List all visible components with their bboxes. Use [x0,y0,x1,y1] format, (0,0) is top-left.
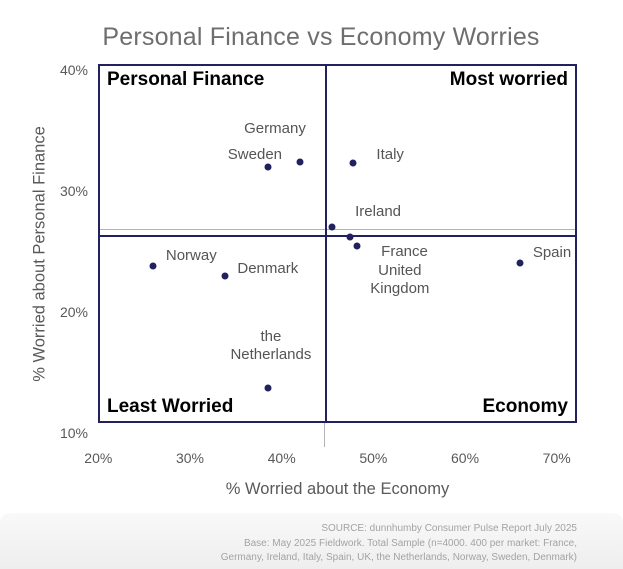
data-point [346,233,353,241]
quadrant-label-top-right: Most worried [449,69,568,90]
chart-title: Personal Finance vs Economy Worries [102,23,540,51]
data-point-label: Denmark [237,259,299,277]
y-tick-label: 10% [59,425,88,442]
footer-band [0,513,623,569]
data-point [328,223,336,231]
source-note-line: Base: May 2025 Fieldwork. Total Sample (… [243,537,577,549]
data-point [353,242,361,250]
data-point-label: United Kingdom [370,261,430,297]
plot-area: Personal Finance Most worried Least Worr… [98,64,577,423]
data-point-label: Norway [165,247,217,265]
x-tick-label: 30% [175,450,204,466]
x-tick-label: 20% [84,450,113,466]
data-point-label: Ireland [355,203,402,221]
y-tick-label: 40% [59,62,88,78]
data-point [296,158,304,166]
x-tick-label: 50% [359,450,388,466]
gray-vertical-reference-line [324,423,326,447]
data-point [221,272,229,280]
quadrant-label-bottom-left: Least Worried [107,396,234,417]
data-point-label: the Netherlands [230,328,312,364]
data-point [264,163,272,171]
quadrant-label-top-left: Personal Finance [107,69,265,90]
x-tick-label: 60% [451,450,480,466]
data-point [516,259,524,267]
data-point-label: France [381,243,428,261]
quadrant-label-bottom-right: Economy [482,396,568,417]
x-tick-label: 70% [542,450,571,466]
data-point-label: Italy [376,146,404,164]
x-axis-title: % Worried about the Economy [225,480,450,498]
source-note-line: Germany, Ireland, Italy, Spain, UK, the … [220,552,577,564]
source-note-line: SOURCE: dunnhumby Consumer Pulse Report … [321,523,577,534]
quadrant-divider-vertical [324,64,327,423]
source-note: SOURCE: dunnhumby Consumer Pulse Report … [221,522,577,566]
y-tick-label: 20% [59,304,88,321]
data-point [149,262,157,270]
x-tick-label: 40% [267,450,296,466]
gray-horizontal-reference-line [100,229,575,231]
quadrant-divider-horizontal [98,234,577,237]
data-point-label: Germany [244,120,306,138]
data-point [349,159,357,167]
data-point [264,384,272,392]
y-axis-title: % Worried about Personal Finance [30,126,49,382]
data-point-label: Spain [532,243,572,261]
data-point-label: Sweden [227,145,283,163]
y-tick-label: 30% [59,183,88,200]
